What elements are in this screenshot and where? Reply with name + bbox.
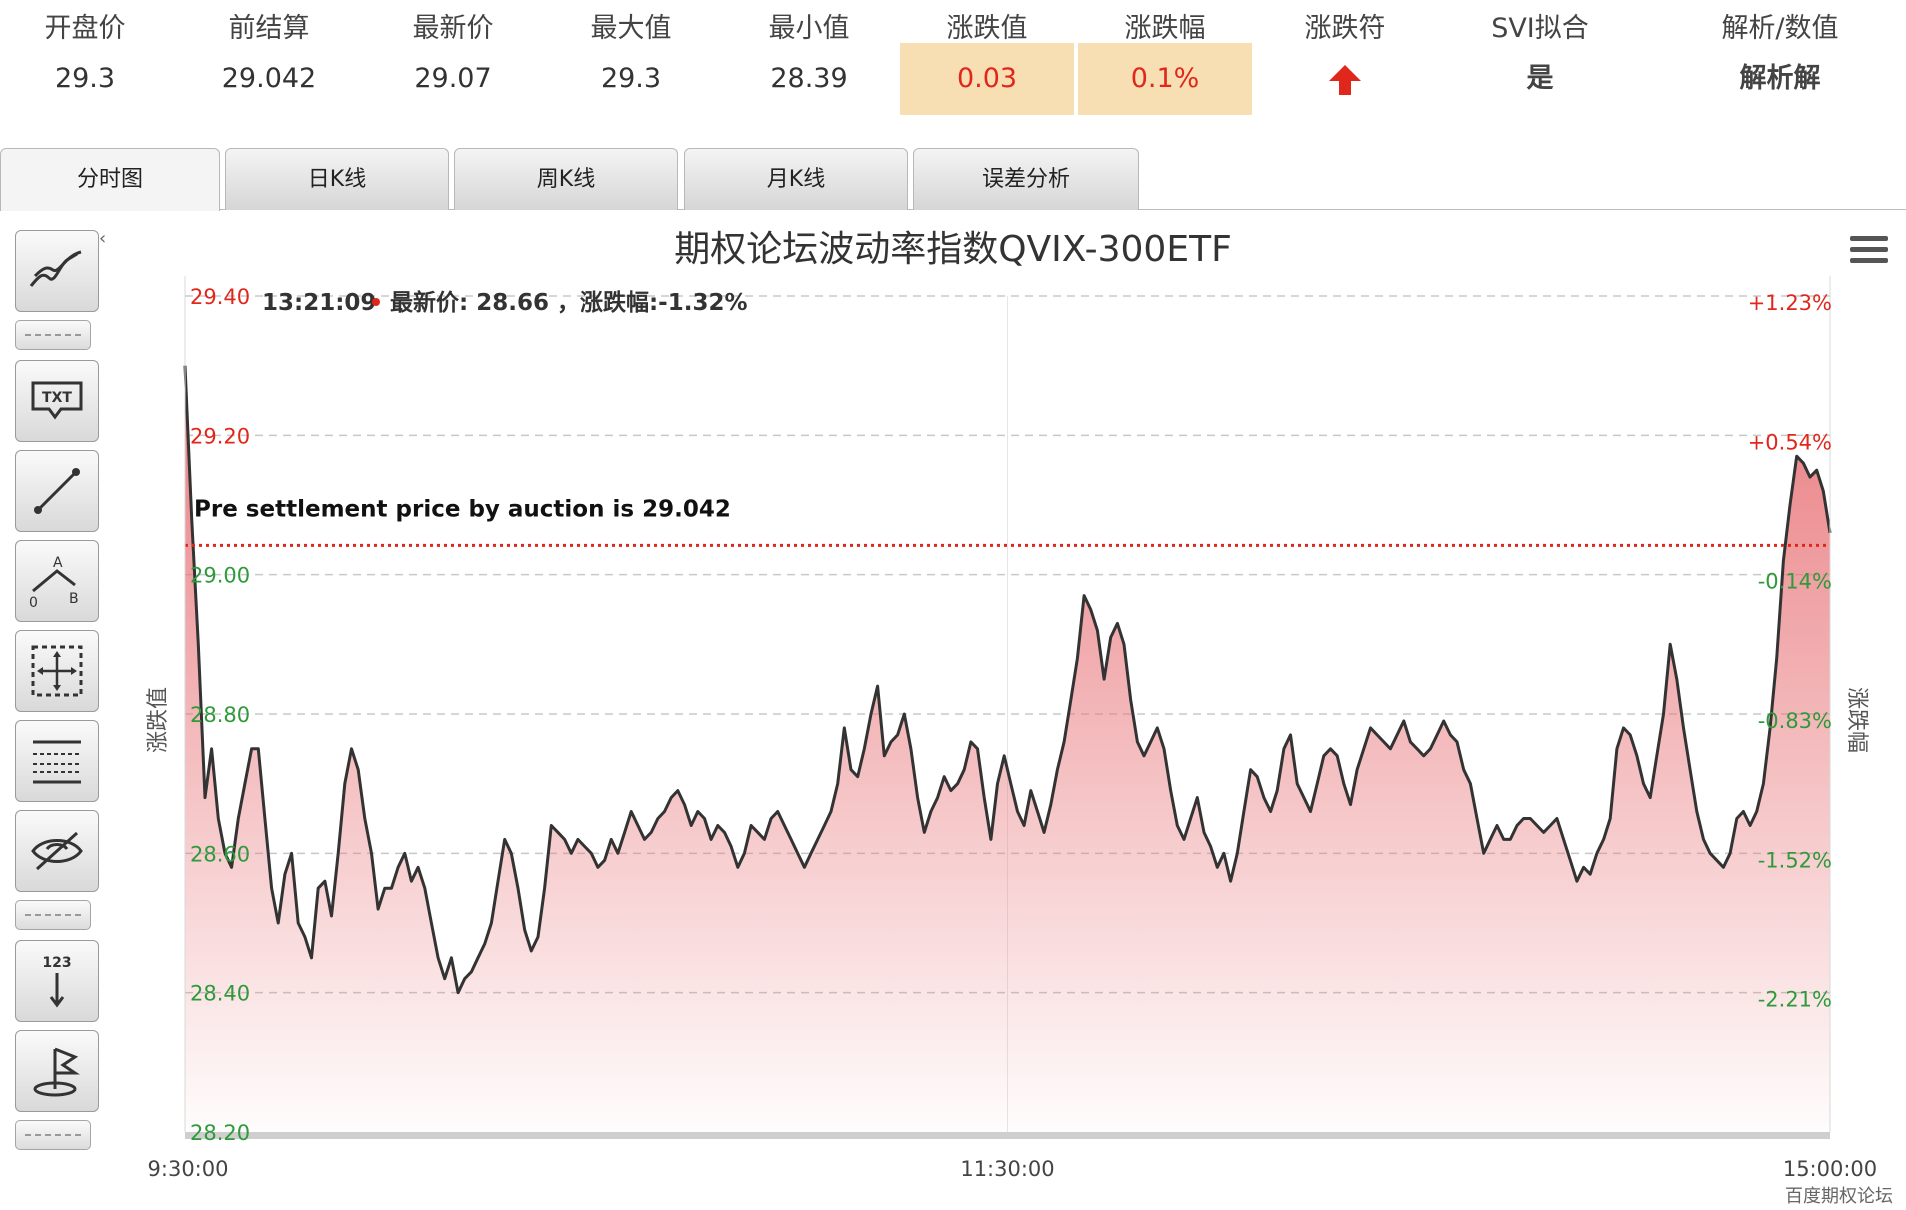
y-tick-label: 28.20 [190,1121,250,1145]
tooltip-text: 最新价: 28.66 ，涨跌幅:-1.32% [390,289,748,316]
y-axis-title-left: 涨跌值 [146,687,171,753]
x-tick-label: 15:00:00 [1783,1157,1877,1180]
pct-tick-label: -2.21% [1758,988,1832,1012]
pct-tick-label: +0.54% [1748,430,1832,454]
x-tick-label: 9:30:00 [148,1157,229,1180]
y-axis-title-right: 涨跌幅 [1844,687,1869,753]
pct-tick-label: -0.83% [1758,709,1832,733]
x-tick-label: 11:30:00 [960,1157,1054,1180]
pct-tick-label: -0.14% [1758,570,1832,594]
tooltip-dot [372,298,380,306]
pct-tick-label: +1.23% [1748,291,1832,315]
reference-label: Pre settlement price by auction is 29.04… [194,496,731,522]
y-tick-label: 29.20 [190,424,250,448]
pct-tick-label: -1.52% [1758,848,1832,872]
y-tick-label: 29.40 [190,285,250,309]
site-watermark: 百度期权论坛 [1785,1182,1893,1208]
intraday-chart[interactable]: Pre settlement price by auction is 29.04… [0,0,1906,1180]
y-tick-label: 28.60 [190,842,250,866]
y-tick-label: 28.80 [190,703,250,727]
tooltip-time: 13:21:09 [262,290,376,316]
y-tick-label: 28.40 [190,982,250,1006]
y-tick-label: 29.00 [190,564,250,588]
x-axis-bar [185,1132,1830,1139]
